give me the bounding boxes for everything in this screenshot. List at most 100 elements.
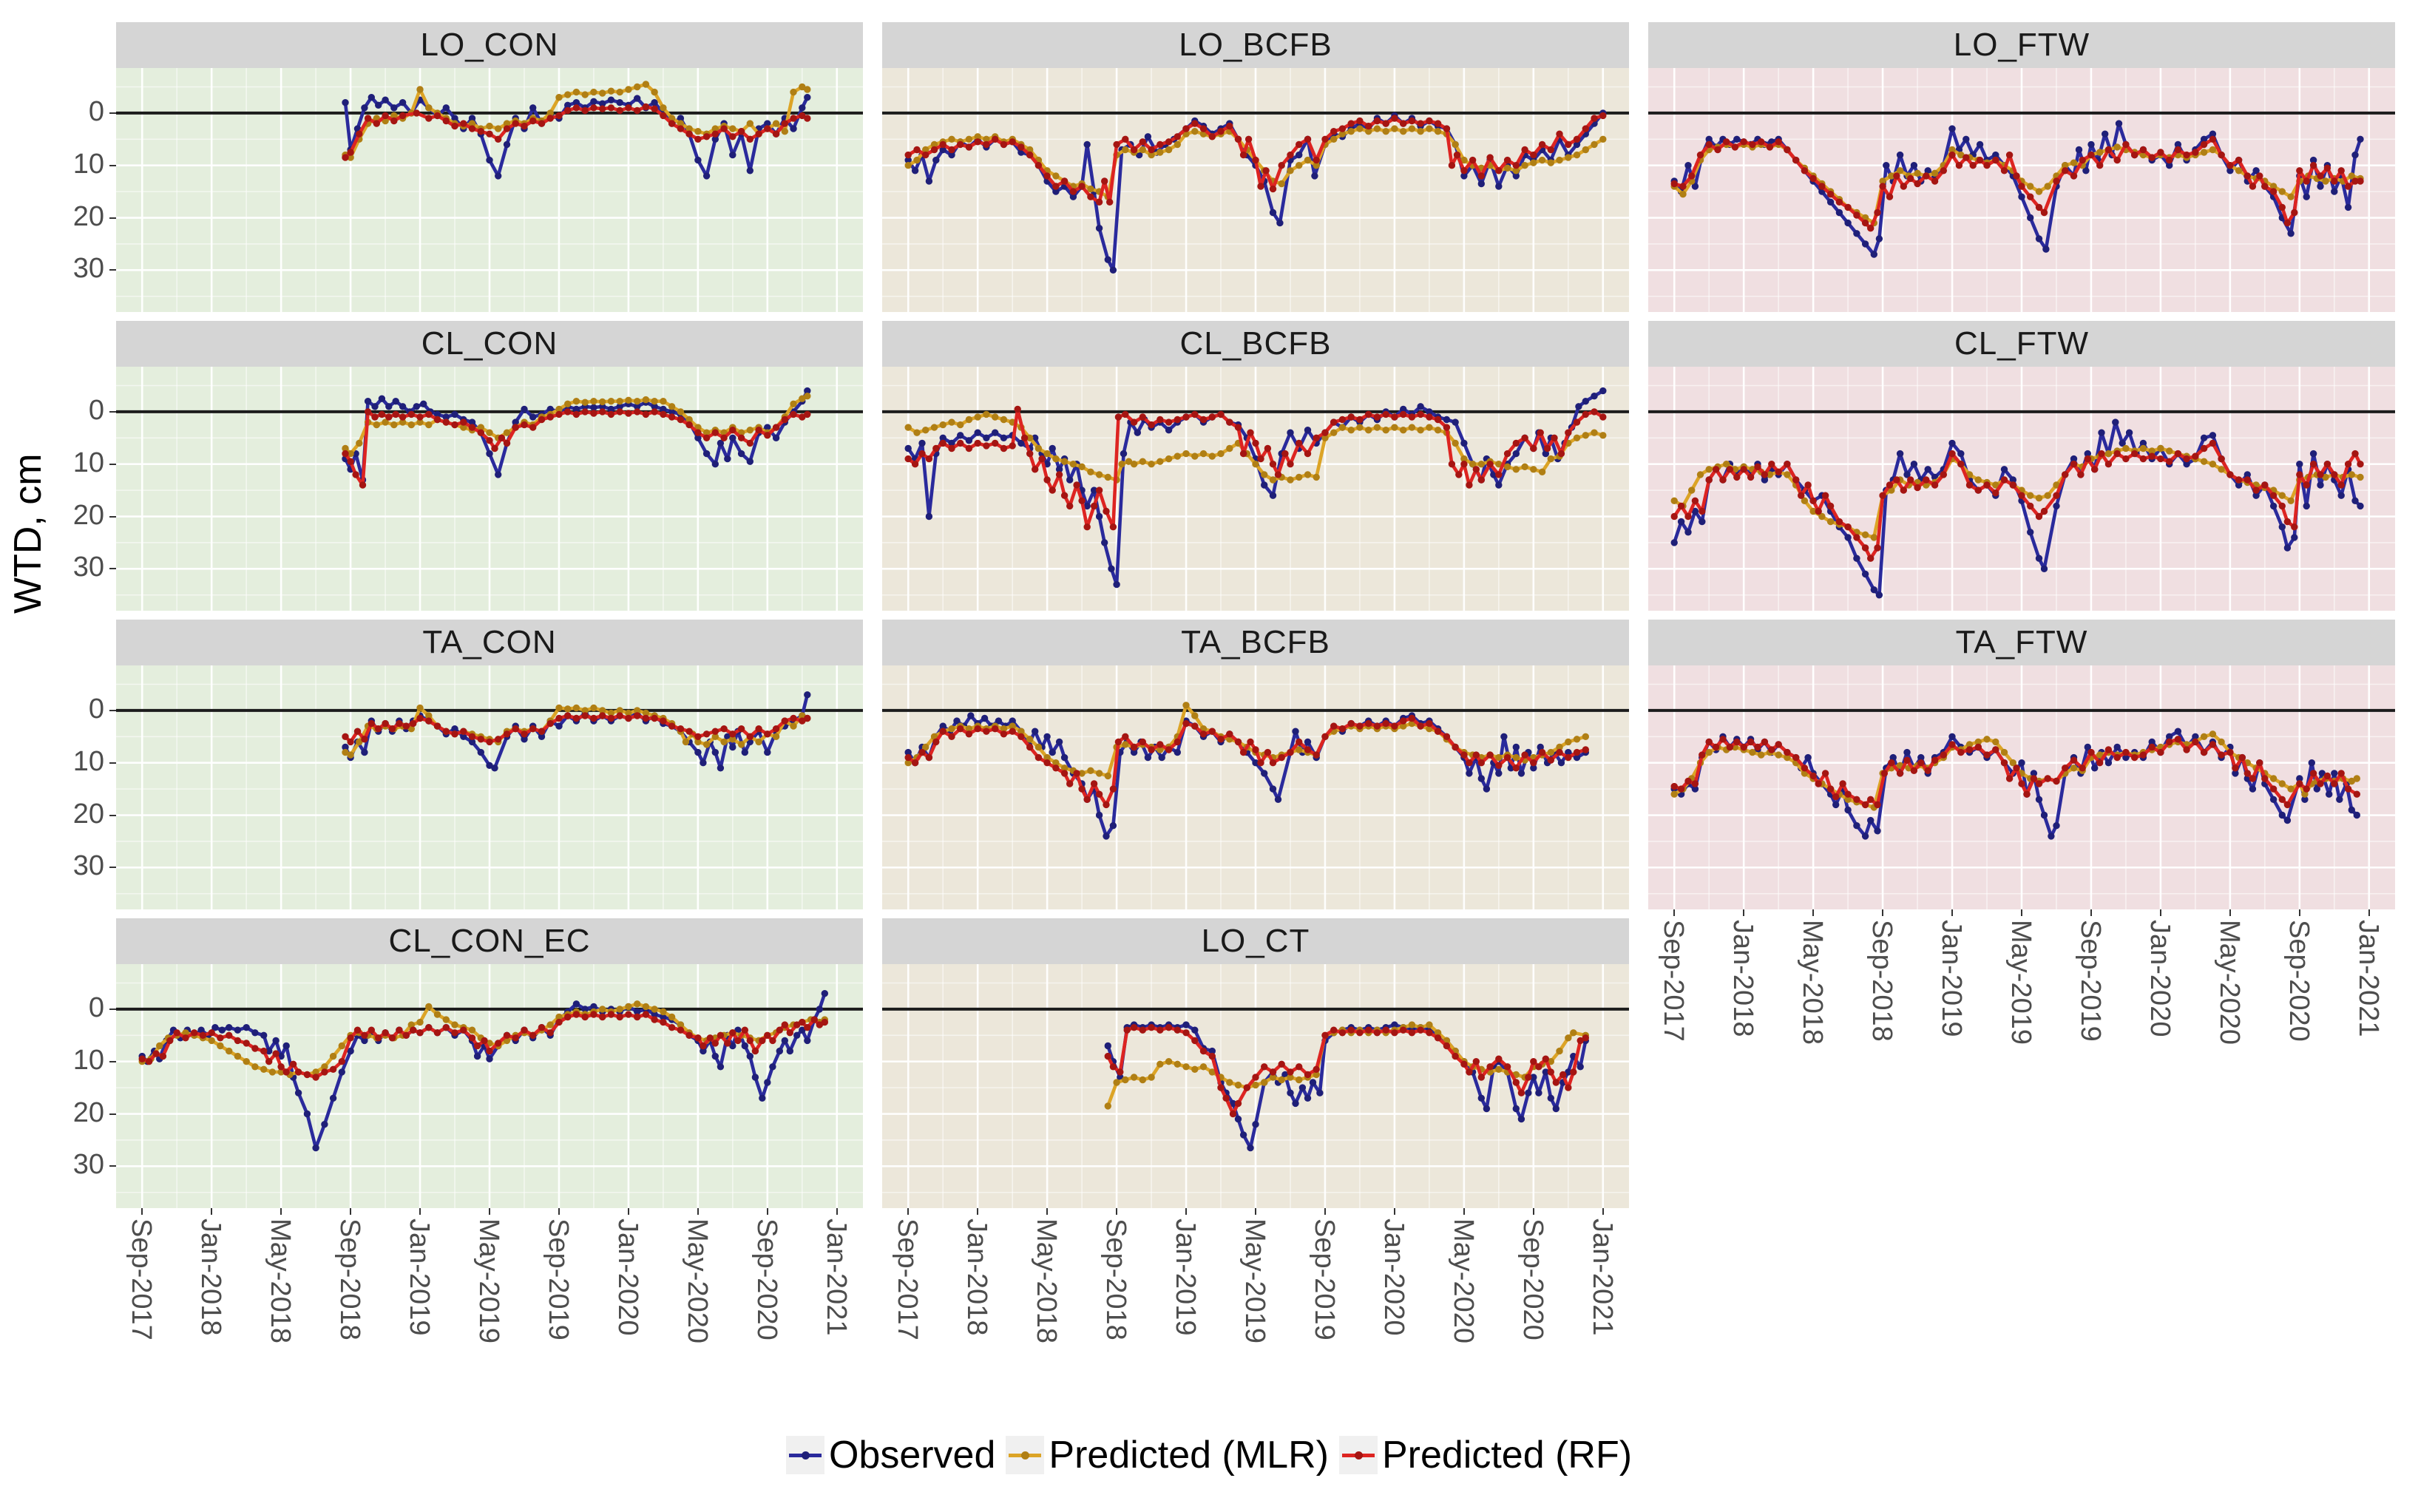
series-points-predicted_rf <box>1670 736 2361 809</box>
facet-strip-CL_CON_EC: CL_CON_EC <box>116 918 863 964</box>
y-tick-label: 30 <box>72 850 104 882</box>
x-tick-mark <box>1463 1208 1465 1215</box>
x-tick-mark <box>1116 1208 1118 1215</box>
x-tick-label: Jan-2021 <box>820 1218 852 1336</box>
y-tick-mark <box>109 410 116 413</box>
x-tick-mark <box>419 1208 421 1215</box>
facet-plot-LO_FTW <box>1648 68 2395 312</box>
x-tick-mark <box>1185 1208 1188 1215</box>
y-tick-label: 0 <box>88 991 104 1023</box>
x-tick-mark <box>1812 909 1815 916</box>
x-tick-mark <box>1882 909 1884 916</box>
x-tick-label: May-2018 <box>1031 1218 1063 1343</box>
x-tick-mark <box>627 1208 629 1215</box>
facet-panel-TA_FTW <box>1648 665 2395 909</box>
x-tick-label: Sep-2017 <box>1658 920 1690 1042</box>
y-tick-label: 10 <box>72 1044 104 1076</box>
y-tick-label: 0 <box>88 693 104 725</box>
x-tick-label: May-2018 <box>265 1218 297 1343</box>
y-tick-mark <box>109 1008 116 1010</box>
y-tick-label: 30 <box>72 253 104 285</box>
series-points-predicted_rf <box>1104 1024 1590 1118</box>
facet-strip-TA_CON: TA_CON <box>116 620 863 665</box>
facet-title: TA_FTW <box>1955 624 2088 660</box>
series-line-predicted_mlr <box>907 413 1604 482</box>
x-tick-label: Sep-2018 <box>1100 1218 1132 1340</box>
x-tick-mark <box>2159 909 2161 916</box>
y-tick-label: 20 <box>72 200 104 232</box>
x-tick-mark <box>558 1208 560 1215</box>
y-tick-mark <box>109 814 116 816</box>
y-tick-mark <box>109 1060 116 1062</box>
facet-panel-TA_BCFB <box>882 665 1629 909</box>
y-tick-label: 20 <box>72 1096 104 1128</box>
y-tick-mark <box>109 463 116 465</box>
x-tick-label: May-2020 <box>2213 920 2245 1045</box>
facet-plot-LO_CT <box>882 964 1629 1208</box>
x-tick-label: May-2020 <box>681 1218 713 1343</box>
x-tick-label: Jan-2021 <box>2352 920 2384 1037</box>
series-points-predicted_rf <box>342 408 811 489</box>
y-axis-title: WTD, cm <box>7 453 50 614</box>
facet-strip-LO_CON: LO_CON <box>116 22 863 68</box>
y-tick-label: 0 <box>88 95 104 127</box>
x-tick-mark <box>2368 909 2370 916</box>
y-tick-label: 10 <box>72 148 104 180</box>
x-tick-label: Jan-2020 <box>1378 1218 1409 1336</box>
y-tick-mark <box>109 867 116 869</box>
facet-title: TA_BCFB <box>1181 624 1330 660</box>
series-line-predicted_rf <box>907 407 1604 529</box>
legend-label: Observed <box>828 1434 996 1477</box>
x-tick-mark <box>489 1208 490 1215</box>
legend: Observed Predicted (MLR) Predicted (RF) <box>0 1433 2418 1477</box>
x-tick-mark <box>280 1208 282 1215</box>
y-tick-mark <box>109 709 116 711</box>
observed-line-marker-icon <box>785 1436 824 1474</box>
x-tick-label: Jan-2019 <box>1170 1218 1202 1336</box>
legend-label: Predicted (RF) <box>1381 1434 1633 1477</box>
facet-panel-LO_FTW <box>1648 68 2395 312</box>
x-tick-mark <box>350 1208 352 1215</box>
x-tick-mark <box>141 1208 143 1215</box>
legend-item-predicted-mlr: Predicted (MLR) <box>1006 1433 1329 1477</box>
x-tick-mark <box>1602 1208 1604 1215</box>
legend-label: Predicted (MLR) <box>1049 1434 1329 1477</box>
facet-plot-LO_BCFB <box>882 68 1629 312</box>
x-tick-label: Jan-2019 <box>404 1218 436 1336</box>
facet-panel-LO_CT <box>882 964 1629 1208</box>
x-tick-mark <box>766 1208 768 1215</box>
series-points-predicted_rf <box>904 714 1590 809</box>
x-tick-mark <box>1393 1208 1395 1215</box>
facet-strip-LO_CT: LO_CT <box>882 918 1629 964</box>
facet-plot-CL_CON_EC <box>116 964 863 1208</box>
facet-strip-LO_BCFB: LO_BCFB <box>882 22 1629 68</box>
facet-strip-CL_BCFB: CL_BCFB <box>882 321 1629 367</box>
series-line-predicted_rf <box>1673 138 2360 230</box>
y-tick-mark <box>109 112 116 114</box>
y-tick-mark <box>109 515 116 518</box>
facet-title: CL_CON <box>421 325 558 362</box>
facet-title: LO_FTW <box>1953 27 2090 63</box>
x-tick-label: May-2018 <box>1797 920 1829 1045</box>
x-tick-mark <box>1255 1208 1256 1215</box>
x-tick-mark <box>697 1208 699 1215</box>
facet-title: LO_CON <box>420 27 559 63</box>
facet-plot-CL_BCFB <box>882 367 1629 611</box>
x-tick-mark <box>1673 909 1676 916</box>
y-tick-label: 20 <box>72 499 104 531</box>
x-tick-label: Sep-2018 <box>1866 920 1898 1042</box>
x-tick-label: May-2019 <box>1239 1218 1270 1343</box>
facet-strip-CL_CON: CL_CON <box>116 321 863 367</box>
facet-plot-LO_CON <box>116 68 863 312</box>
facet-title: LO_BCFB <box>1179 27 1332 63</box>
x-tick-mark <box>2229 909 2231 916</box>
legend-item-predicted-rf: Predicted (RF) <box>1338 1433 1633 1477</box>
x-tick-label: Sep-2020 <box>1517 1218 1548 1340</box>
facet-strip-CL_FTW: CL_FTW <box>1648 321 2395 367</box>
facet-panel-CL_BCFB <box>882 367 1629 611</box>
x-tick-label: Sep-2020 <box>2283 920 2314 1042</box>
y-tick-mark <box>109 762 116 764</box>
facet-plot-TA_FTW <box>1648 665 2395 909</box>
facet-plot-TA_BCFB <box>882 665 1629 909</box>
y-tick-label: 20 <box>72 798 104 830</box>
